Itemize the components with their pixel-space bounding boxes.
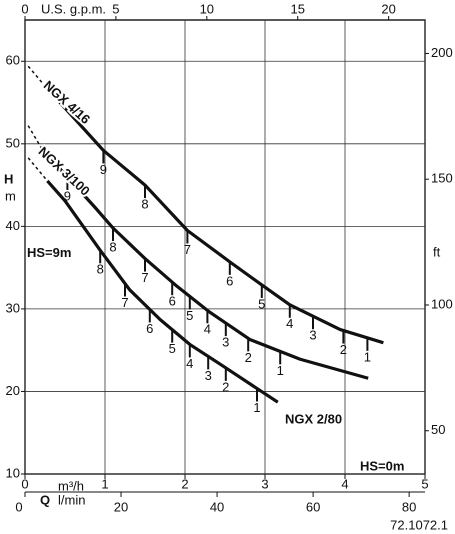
hs-annotation: HS=9m bbox=[27, 245, 71, 260]
curve-label: NGX 4/16 bbox=[41, 78, 93, 127]
speed-label: 9 bbox=[64, 188, 71, 203]
curve-extension bbox=[27, 125, 43, 150]
hs-annotation: HS=0m bbox=[360, 458, 404, 473]
y-tick-label: 30 bbox=[6, 300, 20, 315]
speed-label: 1 bbox=[277, 363, 284, 378]
speed-label: 3 bbox=[309, 328, 316, 343]
y2-tick-label: 50 bbox=[431, 422, 445, 437]
x2-tick-label: 20 bbox=[114, 499, 128, 514]
y-unit: m bbox=[5, 188, 16, 203]
speed-label: 7 bbox=[121, 295, 128, 310]
y-tick-label: 20 bbox=[6, 383, 20, 398]
speed-label: 3 bbox=[222, 335, 229, 350]
y-tick-label: 10 bbox=[6, 465, 20, 480]
speed-label: 2 bbox=[222, 379, 229, 394]
x-tick-label: 0 bbox=[21, 476, 28, 491]
speed-label: 8 bbox=[109, 239, 116, 254]
speed-label: 3 bbox=[205, 368, 212, 383]
speed-label: 4 bbox=[286, 316, 293, 331]
footnote: 72.1072.1 bbox=[390, 517, 448, 532]
curve-extension bbox=[27, 65, 46, 87]
speed-label: 5 bbox=[258, 296, 265, 311]
curve-label: NGX 2/80 bbox=[285, 411, 342, 426]
speed-label: 2 bbox=[245, 350, 252, 365]
x-tick-label: 5 bbox=[421, 476, 428, 491]
curve-label: NGX 2/80 bbox=[285, 411, 342, 426]
pump-curve bbox=[46, 179, 279, 404]
top-tick-label: 5 bbox=[112, 1, 119, 16]
y2-tick-label: 200 bbox=[431, 45, 453, 60]
top-tick-label: 15 bbox=[290, 1, 304, 16]
y-label: H bbox=[4, 171, 13, 186]
top-axis-label: U.S. g.p.m. bbox=[41, 1, 106, 16]
x-tick-label: 4 bbox=[341, 476, 348, 491]
x2-tick-label: 60 bbox=[306, 499, 320, 514]
speed-label: 5 bbox=[186, 308, 193, 323]
speed-label: 1 bbox=[364, 349, 371, 364]
hs-box bbox=[26, 245, 68, 262]
speed-label: 7 bbox=[141, 270, 148, 285]
speed-label: 5 bbox=[169, 341, 176, 356]
speed-label: 7 bbox=[184, 242, 191, 257]
x-tick-label: 1 bbox=[101, 476, 108, 491]
x2-tick-label: 80 bbox=[402, 499, 416, 514]
top-tick-label: 0 bbox=[21, 1, 28, 16]
speed-label: 6 bbox=[226, 273, 233, 288]
y-tick-label: 40 bbox=[6, 218, 20, 233]
speed-label: 8 bbox=[97, 262, 104, 277]
top-tick-label: 20 bbox=[381, 1, 395, 16]
pump-curve bbox=[40, 147, 369, 380]
curve-extension bbox=[27, 157, 48, 182]
speed-label: 4 bbox=[204, 322, 211, 337]
speed-label: 4 bbox=[186, 356, 193, 371]
speed-label: 6 bbox=[169, 294, 176, 309]
hs-box bbox=[357, 459, 423, 473]
x-unit: m³/h bbox=[58, 478, 84, 493]
x2-unit: l/min bbox=[58, 492, 85, 507]
top-tick-label: 10 bbox=[200, 1, 214, 16]
x2-tick-label: 0 bbox=[15, 499, 22, 514]
x2-tick-label: 40 bbox=[210, 499, 224, 514]
speed-label: 6 bbox=[146, 321, 153, 336]
x-label: Q bbox=[40, 492, 50, 507]
speed-label: 9 bbox=[100, 162, 107, 177]
x-tick-label: 3 bbox=[261, 476, 268, 491]
x-tick-label: 2 bbox=[181, 476, 188, 491]
pump-curve bbox=[43, 84, 384, 345]
y2-tick-label: 100 bbox=[431, 296, 453, 311]
y-tick-label: 50 bbox=[6, 135, 20, 150]
plot-frame bbox=[24, 19, 426, 475]
speed-label: 1 bbox=[253, 400, 260, 415]
speed-label: 2 bbox=[340, 342, 347, 357]
speed-label: 8 bbox=[141, 197, 148, 212]
y2-unit: ft bbox=[433, 244, 441, 259]
y-tick-label: 60 bbox=[6, 53, 20, 68]
y2-tick-label: 150 bbox=[431, 171, 453, 186]
